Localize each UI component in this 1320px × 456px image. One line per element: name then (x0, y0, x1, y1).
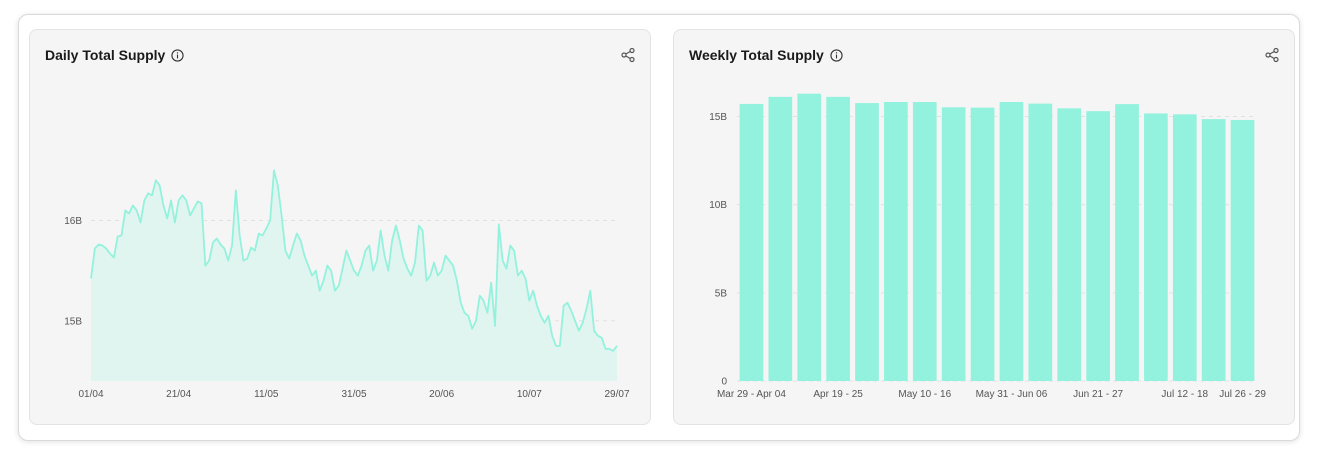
y-tick-label: 0 (721, 377, 727, 388)
x-tick-label: May 10 - 16 (898, 389, 951, 400)
bar[interactable] (1086, 111, 1110, 381)
x-tick-label: 31/05 (341, 389, 366, 400)
bar[interactable] (1172, 114, 1197, 381)
chart-title: Weekly Total Supply (689, 47, 824, 63)
bar[interactable] (970, 107, 995, 381)
x-tick-label: Jul 26 - 29 (1219, 389, 1266, 400)
bar[interactable] (855, 103, 879, 382)
bar[interactable] (1230, 119, 1255, 381)
x-tick-label: Jun 21 - 27 (1073, 389, 1123, 400)
bar[interactable] (912, 101, 937, 382)
x-tick-label: Apr 19 - 25 (813, 389, 863, 400)
daily-chart-title-group: Daily Total Supply (45, 47, 184, 63)
bar[interactable] (797, 93, 822, 381)
y-tick-label: 15B (64, 316, 82, 327)
x-tick-label: Jul 12 - 18 (1161, 389, 1208, 400)
daily-total-supply-chart: 15B 16B 01/04 21/04 11/05 31/05 20/06 10/07 29/0… (64, 169, 630, 400)
y-tick-label: 16B (64, 216, 82, 227)
chart-title: Daily Total Supply (45, 47, 166, 63)
x-tick-label: 29/07 (604, 389, 629, 400)
bar[interactable] (1028, 103, 1053, 381)
bar[interactable] (941, 107, 966, 381)
bar[interactable] (826, 96, 850, 381)
y-tick-label: 10B (709, 200, 727, 211)
info-icon[interactable] (171, 48, 184, 62)
x-tick-label: 20/06 (429, 389, 454, 400)
bar[interactable] (1115, 104, 1139, 382)
share-icon[interactable] (620, 47, 636, 63)
area-fill (91, 170, 617, 381)
dashboard-panel: 15B 16B 01/04 21/04 11/05 31/05 20/06 10/07 29/0… (18, 14, 1300, 441)
x-tick-label: Mar 29 - Apr 04 (717, 389, 786, 400)
y-tick-label: 5B (715, 288, 728, 299)
bar[interactable] (1144, 113, 1168, 382)
x-tick-label: May 31 - Jun 06 (976, 389, 1048, 400)
bar[interactable] (768, 96, 793, 381)
info-icon[interactable] (830, 48, 843, 62)
series-line[interactable] (90, 169, 618, 352)
bar[interactable] (999, 101, 1024, 382)
weekly-total-supply-chart: 0 5B 10B 15B Mar 29 - Apr 04 Apr 19 - 25 May 1… (709, 93, 1266, 400)
y-tick-label: 15B (709, 112, 727, 123)
daily-total-supply-card: 15B 16B 01/04 21/04 11/05 31/05 20/06 10/07 29/0… (29, 29, 651, 425)
x-tick-label: 01/04 (78, 389, 103, 400)
bar[interactable] (739, 103, 764, 382)
x-tick-label: 11/05 (254, 389, 279, 400)
x-tick-label: 21/04 (166, 389, 191, 400)
bar[interactable] (1057, 108, 1082, 381)
x-tick-label: 10/07 (517, 389, 542, 400)
weekly-total-supply-card: 0 5B 10B 15B Mar 29 - Apr 04 Apr 19 - 25 May 1… (673, 29, 1295, 425)
weekly-chart-title-group: Weekly Total Supply (689, 47, 843, 63)
bar[interactable] (1201, 119, 1226, 381)
bar[interactable] (884, 101, 908, 382)
share-icon[interactable] (1264, 47, 1280, 63)
